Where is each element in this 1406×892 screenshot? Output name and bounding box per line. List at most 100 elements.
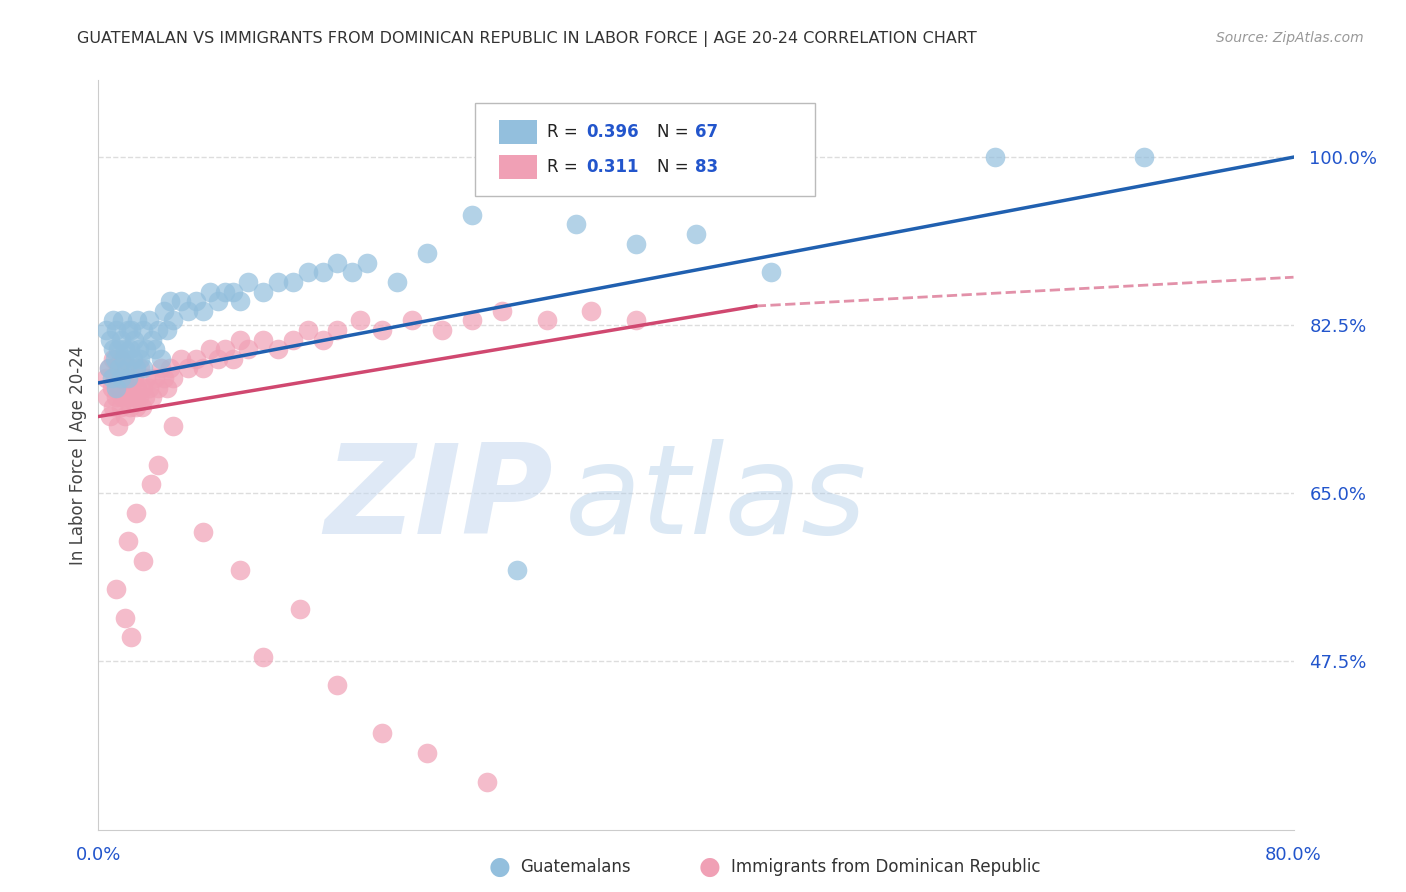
Text: Guatemalans: Guatemalans — [520, 858, 631, 876]
Point — [112, 351, 135, 366]
Point — [626, 236, 648, 251]
Point — [94, 323, 117, 337]
Point — [114, 409, 136, 424]
Bar — [499, 120, 537, 144]
Point — [491, 303, 513, 318]
Text: N =: N = — [657, 158, 693, 177]
Text: 67: 67 — [695, 123, 718, 141]
Point — [207, 294, 229, 309]
Text: 0.396: 0.396 — [586, 123, 638, 141]
Point — [536, 313, 558, 327]
Point — [506, 563, 529, 577]
Point — [121, 390, 143, 404]
Point — [127, 313, 149, 327]
Text: ●: ● — [699, 855, 721, 879]
Point — [430, 323, 453, 337]
Point — [150, 351, 173, 366]
Text: GUATEMALAN VS IMMIGRANTS FROM DOMINICAN REPUBLIC IN LABOR FORCE | AGE 20-24 CORR: GUATEMALAN VS IMMIGRANTS FROM DOMINICAN … — [77, 31, 977, 47]
Point — [565, 218, 588, 232]
Point — [117, 371, 139, 385]
Point — [184, 351, 207, 366]
Point — [252, 333, 274, 347]
Point — [132, 553, 155, 567]
Point — [124, 371, 146, 385]
Point — [214, 285, 236, 299]
Point — [191, 303, 214, 318]
Point — [105, 582, 128, 597]
Point — [162, 313, 184, 327]
Point — [401, 313, 423, 327]
Text: ZIP: ZIP — [323, 440, 553, 560]
Point — [177, 361, 200, 376]
Point — [134, 390, 156, 404]
Point — [984, 150, 1007, 164]
Point — [311, 265, 333, 279]
Point — [129, 361, 152, 376]
Point — [98, 333, 122, 347]
Point — [104, 371, 127, 385]
Point — [252, 285, 274, 299]
Point — [326, 256, 349, 270]
Point — [297, 265, 319, 279]
Point — [115, 361, 138, 376]
Point — [281, 275, 304, 289]
Point — [94, 371, 117, 385]
Point — [342, 265, 364, 279]
Point — [191, 524, 214, 539]
Point — [461, 313, 484, 327]
Point — [236, 275, 259, 289]
Point — [103, 313, 125, 327]
Point — [118, 343, 141, 357]
Point — [107, 419, 129, 434]
Point — [169, 294, 191, 309]
Point — [162, 371, 184, 385]
Point — [117, 534, 139, 549]
Point — [371, 323, 394, 337]
Point — [236, 343, 259, 357]
Point — [326, 678, 349, 692]
Text: Source: ZipAtlas.com: Source: ZipAtlas.com — [1216, 31, 1364, 45]
Point — [326, 323, 349, 337]
Point — [120, 381, 142, 395]
Point — [759, 265, 782, 279]
Point — [101, 371, 124, 385]
Point — [252, 649, 274, 664]
Point — [96, 390, 118, 404]
Point — [229, 333, 252, 347]
Point — [108, 381, 131, 395]
Point — [229, 563, 252, 577]
Point — [475, 774, 498, 789]
Point — [143, 343, 166, 357]
FancyBboxPatch shape — [475, 103, 815, 196]
Point — [222, 351, 245, 366]
Point — [162, 419, 184, 434]
Point — [416, 746, 439, 760]
Point — [98, 409, 122, 424]
Point — [349, 313, 371, 327]
Point — [101, 381, 124, 395]
Text: ●: ● — [488, 855, 510, 879]
Point — [107, 343, 129, 357]
Point — [229, 294, 252, 309]
Point — [103, 351, 125, 366]
Point — [297, 323, 319, 337]
Point — [117, 323, 139, 337]
Text: N =: N = — [657, 123, 693, 141]
Point — [105, 323, 128, 337]
Point — [125, 361, 148, 376]
Point — [150, 361, 173, 376]
Point — [288, 601, 311, 615]
Point — [159, 294, 181, 309]
Point — [97, 361, 120, 376]
Point — [114, 343, 136, 357]
Text: R =: R = — [547, 123, 582, 141]
Point — [159, 361, 181, 376]
Point — [132, 323, 155, 337]
Point — [169, 351, 191, 366]
Point — [105, 390, 128, 404]
Point — [128, 390, 150, 404]
Point — [118, 361, 141, 376]
Point — [371, 726, 394, 740]
Point — [125, 506, 148, 520]
Point — [416, 246, 439, 260]
